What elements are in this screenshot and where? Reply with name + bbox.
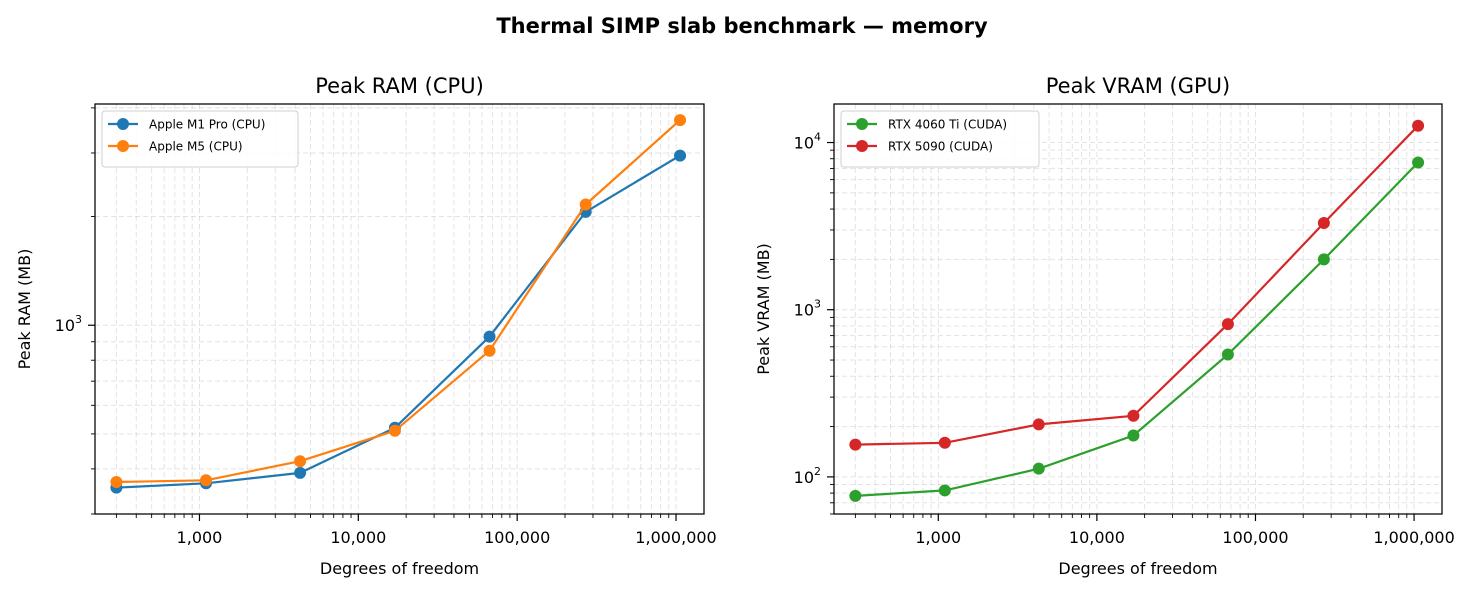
vram-data-point [1221,318,1234,331]
vram-x-axis-label: Degrees of freedom [1058,559,1217,578]
ram-legend-label: Apple M1 Pro (CPU) [149,118,265,132]
vram-chart-panel: 1,000 10,000 100,000 1,000,000 102 103 104 RTX … [754,74,1455,578]
vram-series-2 [849,119,1425,451]
vram-x-tick-label: 10,000 [1069,528,1125,547]
vram-data-point [1127,409,1140,422]
ram-data-point [294,455,307,468]
vram-y-tick-label: 102 [794,465,821,487]
vram-data-point [1317,253,1330,266]
vram-data-point [938,484,951,497]
vram-y-tick-label: 103 [794,298,821,320]
ram-ticks [88,107,677,521]
ram-data-point [110,475,123,488]
vram-data-point [938,436,951,449]
vram-x-tick-label: 1,000,000 [1373,528,1454,547]
vram-y-tick-label: 104 [794,131,821,153]
ram-series-2 [110,114,687,488]
vram-legend-label: RTX 5090 (CUDA) [888,140,993,154]
vram-data-point [1032,418,1045,431]
ram-x-axis-label: Degrees of freedom [320,559,479,578]
vram-axes-frame [833,103,1443,515]
ram-legend-marker [117,118,129,130]
ram-legend-label: Apple M5 (CPU) [149,140,243,154]
vram-y-axis-label: Peak VRAM (MB) [754,243,773,375]
vram-legend: RTX 4060 Ti (CUDA) RTX 5090 (CUDA) [840,110,1040,168]
ram-x-tick-label: 100,000 [484,528,550,547]
ram-y-axis-label: Peak RAM (MB) [15,249,34,370]
vram-legend-marker [856,140,868,152]
ram-series-line [116,154,681,489]
vram-legend-label: RTX 4060 Ti (CUDA) [888,118,1007,132]
vram-series-1 [849,156,1425,502]
vram-data-point [1127,429,1140,442]
vram-legend-box [840,110,1040,168]
vram-chart-title: Peak VRAM (GPU) [1046,74,1231,98]
figure-title: Thermal SIMP slab benchmark — memory [496,14,988,38]
ram-x-tick-label: 1,000 [177,528,223,547]
vram-ticks [827,141,1415,521]
vram-data-point [849,438,862,451]
ram-grid [95,104,704,515]
ram-legend: Apple M1 Pro (CPU) Apple M5 (CPU) [101,110,299,168]
vram-data-point [1412,119,1425,132]
vram-x-tick-label: 100,000 [1222,528,1288,547]
ram-data-point [674,149,687,162]
ram-chart-title: Peak RAM (CPU) [315,74,484,98]
ram-data-point [200,474,213,487]
vram-data-point [1412,156,1425,169]
ram-series-1 [110,149,687,494]
vram-data-point [849,489,862,502]
ram-x-tick-label: 1,000,000 [635,528,716,547]
ram-chart-panel: 1,000 10,000 100,000 1,000,000 103 Apple M1 P… [15,74,717,578]
ram-y-tick-label: 103 [55,313,82,335]
ram-data-point [388,424,401,437]
vram-data-point [1317,217,1330,230]
ram-legend-marker [117,140,129,152]
ram-data-point [294,466,307,479]
vram-legend-marker [856,118,868,130]
ram-x-tick-label: 10,000 [330,528,386,547]
ram-data-point [483,344,496,357]
vram-data-point [1032,462,1045,475]
ram-data-point [579,198,592,211]
vram-data-point [1221,348,1234,361]
vram-x-tick-label: 1,000 [915,528,961,547]
ram-data-point [674,114,687,127]
ram-axes-frame [94,103,705,515]
ram-legend-box [101,110,299,168]
vram-grid [834,104,1442,515]
ram-data-point [483,330,496,343]
